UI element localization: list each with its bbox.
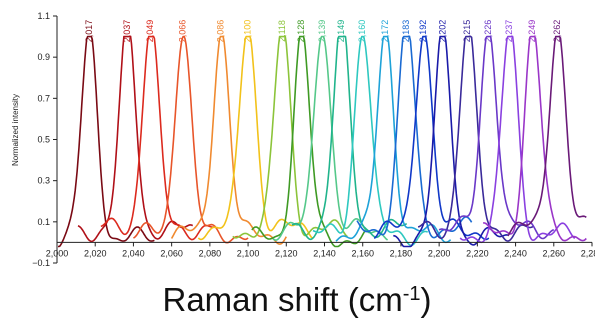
spectrum-line-2049: [100, 35, 216, 241]
y-tick-label: 0.5: [37, 135, 50, 145]
x-tick-label: 2,260: [543, 248, 566, 258]
peak-label: 2,037: [122, 20, 132, 43]
spectrum-line-2183: [356, 35, 473, 239]
x-tick-label: 2,060: [160, 248, 183, 258]
x-tick-label: 2,120: [275, 248, 298, 258]
x-tick-label: 2,280: [581, 248, 595, 258]
y-tick-label: 0.7: [37, 93, 50, 103]
peak-label: 2,139: [317, 20, 327, 43]
x-tick-label: 2,080: [199, 248, 222, 258]
peak-label: 2,086: [216, 20, 226, 43]
y-tick-label: 0.1: [37, 217, 50, 227]
spectrum-line-2118: [232, 35, 348, 239]
peak-label: 2,118: [277, 20, 287, 42]
x-tick-label: 2,100: [237, 248, 260, 258]
x-tick-label: 2,160: [351, 248, 374, 258]
peak-label: 2,262: [552, 20, 562, 43]
peak-label: 2,237: [504, 20, 514, 43]
y-tick-label: 0.9: [37, 52, 50, 62]
y-tick-label: −0.1: [32, 258, 50, 268]
peak-label: 2,249: [527, 20, 537, 43]
x-tick-label: 2,000: [46, 248, 69, 258]
x-tick-label: 2,040: [122, 248, 145, 258]
x-tick-label: 2,220: [466, 248, 489, 258]
peak-labels: 2,017 2,037 2,049 2,066 2,086 2,100 2,118 2,128…: [84, 20, 562, 43]
peak-label: 2,202: [437, 20, 447, 43]
x-tick-label: 2,140: [313, 248, 336, 258]
peak-label: 2,172: [380, 20, 390, 43]
y-tick-label: 0.3: [37, 176, 50, 186]
spectrum-line-2037: [77, 35, 194, 243]
spectrum-line-2100: [197, 35, 314, 241]
peak-label: 2,215: [462, 20, 472, 43]
spectrum-line-2262: [507, 35, 587, 237]
spectrum-line-2215: [417, 35, 534, 242]
peak-label: 2,192: [418, 20, 428, 43]
spectrum-line-2160: [312, 35, 428, 247]
axes: −0.1 0.1 0.3 0.5 0.7 0.9 1.1 2,000 2,020 2,040 2,0…: [32, 11, 595, 268]
spectrum-line-2249: [483, 35, 587, 242]
spectrum-line-2226: [438, 35, 555, 240]
y-tick-label: 1.1: [37, 11, 50, 21]
spectrum-line-2192: [373, 35, 490, 241]
peak-label: 2,017: [84, 20, 94, 43]
y-axis-label: Normalized intensity: [11, 94, 20, 166]
peak-label: 2,100: [242, 20, 252, 43]
spectrum-line-2128: [251, 35, 368, 248]
x-tick-label: 2,240: [504, 248, 527, 258]
spectrum-line-2237: [459, 35, 576, 244]
peak-label: 2,149: [336, 20, 346, 43]
peak-label: 2,160: [357, 20, 367, 43]
peak-label: 2,066: [177, 20, 187, 43]
peak-label: 2,183: [401, 20, 411, 43]
x-tick-label: 2,020: [84, 248, 107, 258]
spectra-curves: [58, 35, 587, 248]
spectrum-line-2139: [272, 35, 389, 241]
peak-label: 2,128: [296, 20, 306, 43]
x-tick-label: 2,200: [428, 248, 451, 258]
peak-label: 2,049: [145, 20, 155, 43]
peak-label: 2,226: [483, 20, 493, 43]
x-tick-label: 2,180: [390, 248, 413, 258]
spectrum-line-2086: [170, 35, 287, 245]
x-axis-label: Raman shift (cm-1): [162, 281, 431, 318]
